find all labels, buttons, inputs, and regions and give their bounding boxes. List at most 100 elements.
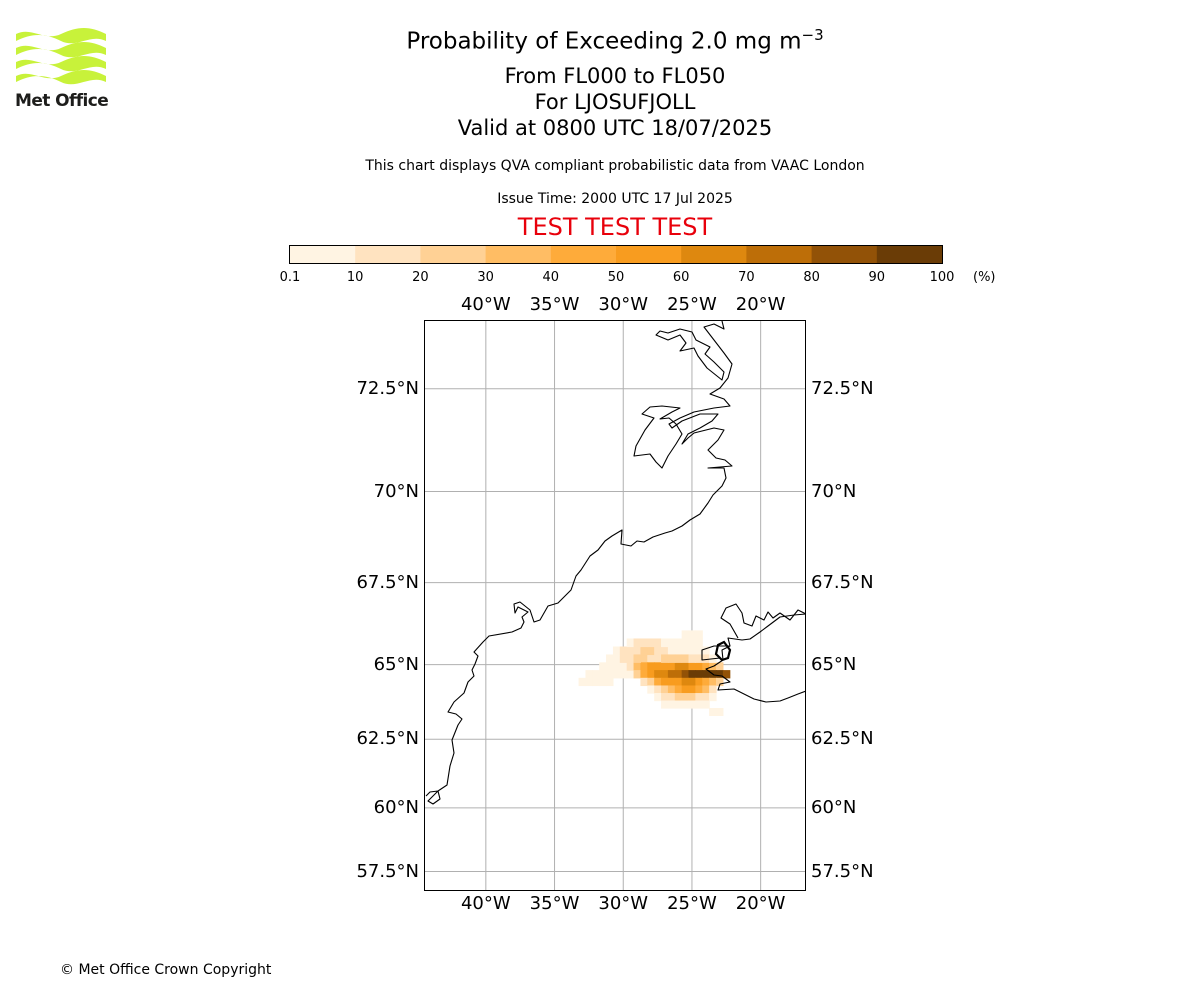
test-banner: TEST TEST TEST	[517, 213, 713, 241]
probability-cell-7	[599, 670, 607, 679]
probability-cell-72	[695, 654, 703, 663]
probability-cell-111	[654, 693, 662, 702]
probability-cell-4	[606, 677, 614, 687]
lat-label-right-6: 72.5°N	[811, 377, 874, 399]
probability-cell-1	[585, 677, 593, 687]
probability-cell-15	[619, 662, 628, 671]
probability-cell-49	[695, 646, 703, 656]
met-office-wave-logo-icon	[16, 28, 106, 85]
lon-label-bottom-2: 30°W	[598, 893, 649, 914]
reykjanes-peninsula	[701, 645, 730, 661]
probability-cell-29	[640, 646, 648, 656]
probability-cell-67	[661, 654, 669, 663]
probability-cell-59	[674, 662, 683, 671]
probability-cell-115	[681, 693, 690, 702]
lat-label-left-1: 60°N	[373, 796, 419, 818]
probability-cell-56	[654, 662, 662, 671]
probability-cell-121	[667, 700, 676, 709]
colorbar-tick-4: 40	[542, 270, 560, 285]
colorbar-bin-1	[355, 246, 421, 263]
colorbar-tick-5: 50	[607, 270, 625, 285]
probability-cell-57	[661, 662, 669, 671]
colorbar-bin-7	[746, 246, 813, 263]
colorbar-tick-2: 20	[412, 270, 429, 285]
probability-cell-122	[674, 700, 683, 709]
probability-cell-104	[667, 685, 676, 694]
probability-cell-2	[592, 677, 600, 687]
probability-cell-43	[688, 638, 696, 648]
lat-label-left-6: 72.5°N	[356, 377, 419, 399]
probability-cell-106	[681, 685, 690, 694]
probability-field	[578, 630, 731, 716]
probability-cell-116	[688, 693, 696, 702]
probability-cell-63	[702, 662, 710, 671]
lat-label-left-0: 57.5°N	[356, 860, 419, 882]
probability-cell-51	[681, 646, 690, 656]
flight-level-range: From FL000 to FL050	[504, 64, 726, 88]
lat-label-left-5: 70°N	[373, 480, 419, 502]
probability-cell-66	[633, 654, 642, 663]
probability-cell-108	[695, 685, 703, 694]
probability-cell-6	[592, 670, 600, 679]
map-frame	[424, 320, 806, 891]
probability-cell-75	[633, 670, 642, 679]
probability-cell-14	[612, 662, 621, 671]
iceland-northwest	[720, 603, 806, 639]
lat-label-right-3: 65°N	[811, 653, 857, 675]
probability-cell-123	[681, 700, 690, 709]
probability-cell-102	[654, 685, 662, 694]
lon-label-bottom-3: 25°W	[667, 893, 717, 914]
probability-cell-8	[606, 670, 614, 679]
colorbar-unit: (%)	[973, 270, 996, 285]
probability-cell-40	[667, 638, 676, 648]
probability-cell-28	[633, 646, 642, 656]
probability-cell-126	[702, 700, 710, 709]
logo-text: Met Office	[15, 91, 109, 111]
colorbar-tick-6: 60	[672, 270, 690, 285]
probability-cell-27	[626, 646, 635, 656]
probability-cell-110	[709, 685, 717, 694]
greenland-east-coast	[425, 320, 733, 805]
probability-cell-77	[647, 670, 655, 679]
lat-label-right-5: 70°N	[811, 480, 857, 502]
probability-cell-93	[667, 677, 676, 687]
probability-cell-95	[681, 677, 690, 687]
probability-cell-36	[640, 638, 648, 648]
probability-cell-35	[633, 638, 642, 648]
colorbar-bin-6	[681, 246, 747, 263]
probability-cell-33	[667, 646, 676, 656]
probability-cell-54	[640, 662, 648, 671]
probability-cell-26	[619, 646, 628, 656]
probability-cell-10	[619, 670, 628, 679]
lon-label-top-0: 40°W	[460, 294, 511, 315]
colorbar-bin-5	[616, 246, 682, 263]
probability-cell-18	[612, 654, 621, 663]
lon-label-top-4: 20°W	[735, 294, 786, 315]
colorbar-tick-8: 80	[803, 270, 820, 285]
probability-cell-31	[654, 646, 662, 656]
coastlines	[425, 320, 806, 805]
probability-cell-91	[654, 677, 662, 687]
probability-cell-127	[709, 708, 717, 716]
probability-cell-88	[722, 670, 731, 679]
probability-cell-17	[606, 654, 614, 663]
colorbar-frame	[289, 245, 943, 264]
issue-time: Issue Time: 2000 UTC 17 Jul 2025	[497, 191, 733, 207]
probability-cell-112	[661, 693, 669, 702]
probability-cell-39	[661, 638, 669, 648]
probability-cell-81	[674, 670, 683, 679]
probability-cell-58	[667, 662, 676, 671]
probability-cell-76	[640, 670, 648, 679]
probability-cell-78	[654, 670, 662, 679]
probability-cell-99	[709, 677, 717, 687]
probability-cell-0	[578, 677, 587, 687]
probability-cell-12	[599, 662, 607, 671]
probability-cell-23	[647, 654, 655, 663]
probability-cell-69	[674, 654, 683, 663]
probability-cell-68	[667, 654, 676, 663]
probability-cell-25	[612, 646, 621, 656]
chart-title: Probability of Exceeding 2.0 mg m−3	[15, 26, 1200, 55]
lon-label-bottom-1: 35°W	[529, 893, 580, 914]
map-panel	[424, 320, 806, 891]
lat-label-right-0: 57.5°N	[811, 860, 874, 882]
